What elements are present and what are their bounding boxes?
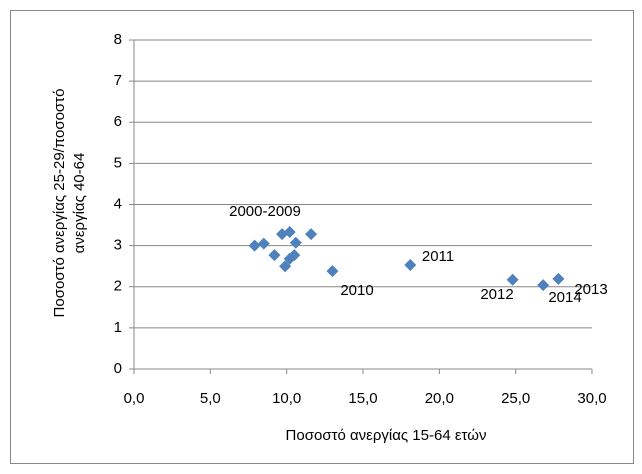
y-tick-label: 8 [114, 31, 122, 48]
point [248, 239, 261, 252]
y-tick-label: 2 [114, 278, 122, 295]
annotation: 2014 [548, 289, 581, 306]
y-axis-label: Ποσοστό ανεργίας 25-29/ποσοστό [51, 89, 68, 318]
point [537, 279, 550, 292]
annotation: 2000-2009 [229, 203, 301, 220]
x-axis-label: Ποσοστό ανεργίας 15-64 ετών [286, 427, 487, 444]
x-tick-label: 30,0 [577, 390, 606, 407]
x-tick-label: 5,0 [200, 390, 221, 407]
x-tick-label: 20,0 [425, 390, 454, 407]
y-tick-label: 5 [114, 154, 122, 171]
y-tick-label: 6 [114, 113, 122, 130]
point [283, 226, 296, 239]
y-tick-label: 1 [114, 319, 122, 336]
annotation: 2012 [480, 286, 513, 303]
y-tick-label: 0 [114, 360, 122, 377]
y-tick-label: 3 [114, 237, 122, 254]
y-tick-label: 4 [114, 195, 122, 212]
point [506, 273, 519, 286]
annotation: 2011 [422, 248, 454, 265]
x-tick-label: 15,0 [348, 390, 377, 407]
point [326, 265, 339, 278]
chart-border [10, 10, 634, 464]
y-tick-label: 7 [114, 72, 122, 89]
x-tick-label: 10,0 [272, 390, 301, 407]
point [288, 249, 301, 262]
x-tick-label: 0,0 [124, 390, 145, 407]
point [268, 249, 281, 262]
x-tick-label: 25,0 [501, 390, 530, 407]
point [289, 236, 302, 249]
point [305, 228, 318, 241]
annotation: 2010 [340, 282, 373, 299]
point [257, 237, 270, 250]
annotation: 2013 [574, 281, 607, 298]
point [552, 272, 565, 285]
y-axis-label: ανεργίας 40-64 [71, 153, 88, 254]
point [404, 258, 417, 271]
